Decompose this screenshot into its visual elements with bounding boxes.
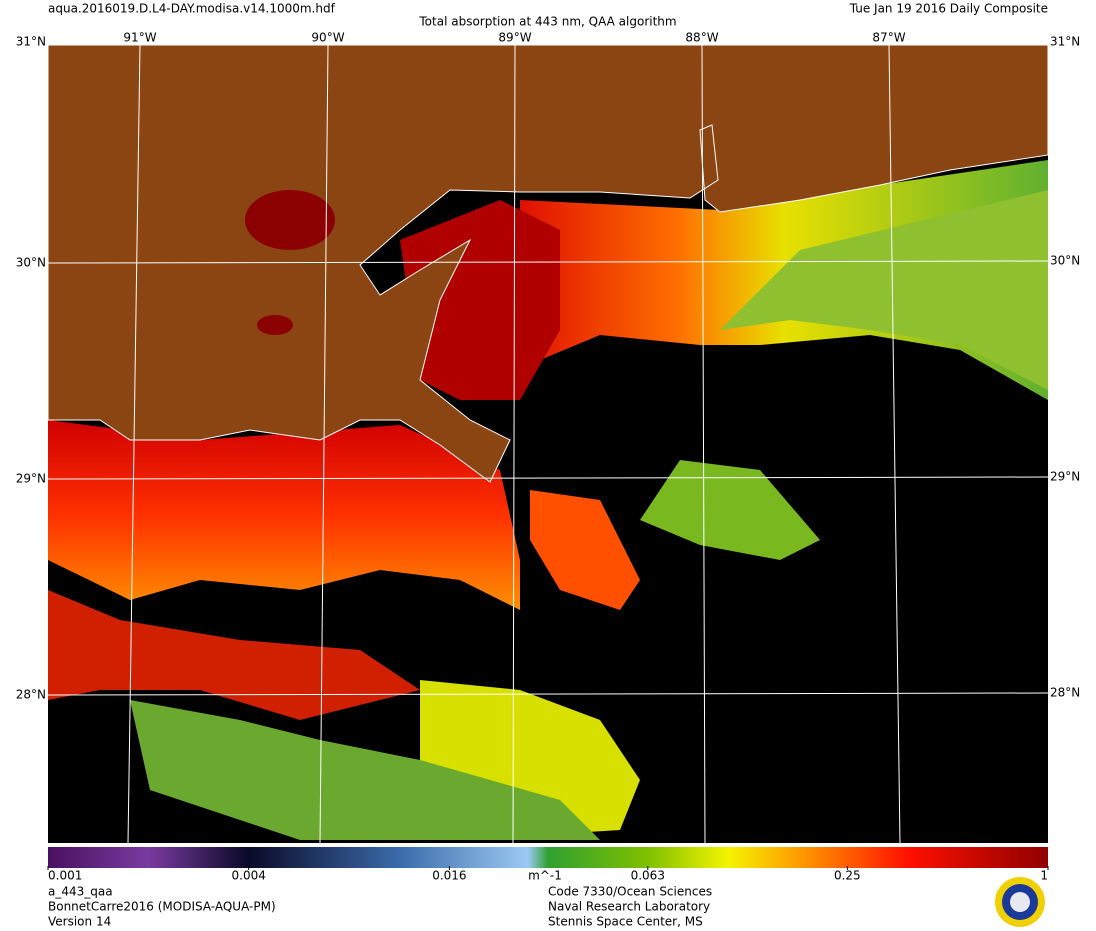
colorbar-ticks: 0.001 0.004 0.016 0.063 0.25 1 — [47, 866, 1049, 883]
lat-label: 31°N — [1050, 35, 1080, 49]
colorbar-tick-label: 1 — [1040, 869, 1048, 883]
colorbar-tick-label: 0.016 — [432, 869, 466, 883]
parallel — [47, 260, 1049, 264]
lon-label: 87°W — [872, 31, 905, 45]
nrl-logo — [995, 877, 1045, 927]
meridian — [512, 44, 516, 844]
lon-label: 88°W — [685, 31, 718, 45]
footer-line: a_443_qaa — [48, 885, 113, 899]
lat-label: 29°N — [16, 472, 46, 486]
lat-label: 30°N — [16, 256, 46, 270]
meridian — [127, 44, 141, 844]
file-name: aqua.2016019.D.L4-DAY.modisa.v14.1000m.h… — [48, 2, 336, 16]
footer-line: Version 14 — [48, 915, 111, 929]
lat-label: 31°N — [16, 35, 46, 49]
footer-line: Naval Research Laboratory — [548, 900, 710, 914]
lon-label: 91°W — [123, 31, 156, 45]
colorbar-tick-label: 0.004 — [232, 869, 266, 883]
lat-label: 29°N — [1050, 470, 1080, 484]
meridian — [888, 44, 901, 844]
lat-label: 28°N — [1050, 686, 1080, 700]
parallel — [47, 476, 1049, 480]
lon-label: 90°W — [311, 31, 344, 45]
date: Tue Jan 19 2016 Daily Composite — [849, 2, 1048, 16]
lat-label: 30°N — [1050, 254, 1080, 268]
colorbar — [48, 847, 1048, 868]
parallel — [47, 692, 1049, 696]
lon-label: 89°W — [498, 31, 531, 45]
lat-label: 28°N — [16, 688, 46, 702]
colorbar-tick-label: 0.25 — [834, 869, 861, 883]
map-title: Total absorption at 443 nm, QAA algorith… — [418, 15, 676, 29]
meridian — [701, 44, 706, 844]
colorbar-units: m^-1 — [528, 869, 562, 883]
colorbar-tick-label: 0.063 — [631, 869, 665, 883]
footer-line: BonnetCarre2016 (MODISA-AQUA-PM) — [48, 900, 276, 914]
colorbar-tick-label: 0.001 — [48, 869, 82, 883]
footer-line: Stennis Space Center, MS — [548, 915, 703, 929]
graticule: 91°W 90°W 89°W 88°W 87°W 31°N 31°N 30°N 30°N 29°N… — [16, 31, 1080, 844]
footer-line: Code 7330/Ocean Sciences — [548, 885, 712, 899]
meridian — [319, 44, 329, 844]
map — [47, 44, 1049, 843]
